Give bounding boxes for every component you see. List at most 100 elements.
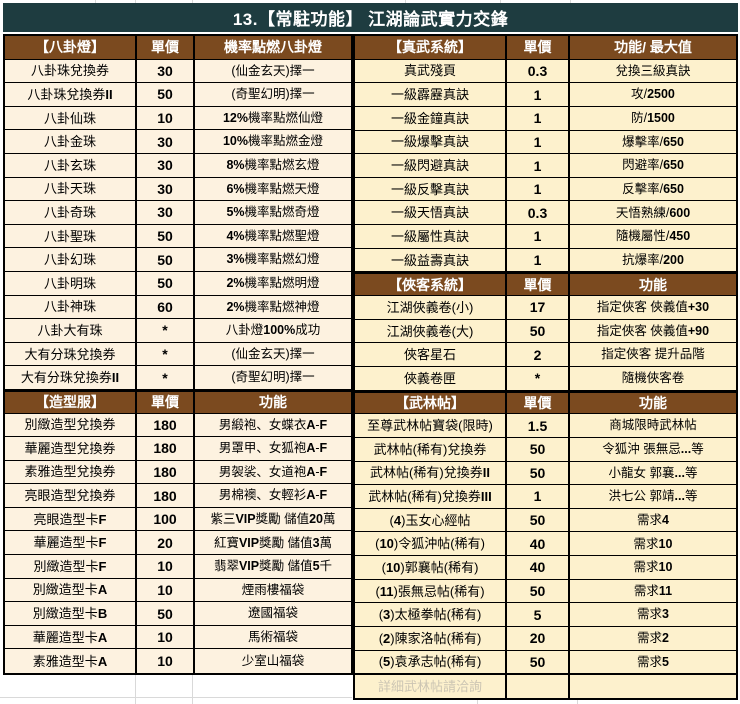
unit-price-cell[interactable]: 10 bbox=[137, 578, 195, 602]
unit-price-cell[interactable]: 10 bbox=[137, 555, 195, 578]
item-name-cell[interactable]: 武林帖(稀有)兌換券 III bbox=[355, 485, 507, 508]
unit-price-cell[interactable]: 10 bbox=[137, 106, 195, 130]
function-cell[interactable]: 指定俠客 俠義值 +30 bbox=[596, 300, 710, 315]
item-name-cell[interactable]: 別緻造型卡 B bbox=[5, 602, 137, 625]
unit-price-cell[interactable]: * bbox=[137, 342, 195, 366]
item-name-cell[interactable]: 八卦大有珠 bbox=[5, 319, 137, 342]
unit-price-cell[interactable]: 30 bbox=[137, 153, 195, 177]
function-cell[interactable]: 指定俠客 俠義值 +90 bbox=[596, 323, 710, 338]
unit-price-cell[interactable]: 10 bbox=[137, 649, 195, 674]
function-cell[interactable]: 遼國福袋 bbox=[247, 606, 298, 621]
unit-price-cell[interactable]: 50 bbox=[137, 224, 195, 248]
function-cell[interactable]: (仙金玄天)擇一 bbox=[231, 346, 315, 361]
function-cell[interactable]: 男緞袍、女蝶衣 A-F bbox=[218, 417, 328, 432]
unit-price-cell[interactable]: 1 bbox=[507, 225, 570, 248]
unit-price-cell[interactable]: 30 bbox=[137, 177, 195, 201]
function-cell[interactable]: 5% 機率點燃奇燈 bbox=[226, 205, 320, 220]
function-cell[interactable]: 抗爆率/ 200 bbox=[622, 252, 684, 267]
function-cell[interactable]: 煙雨樓福袋 bbox=[241, 582, 305, 597]
function-cell[interactable]: 隨機俠客卷 bbox=[621, 371, 685, 386]
item-name-cell[interactable]: 華麗造型卡 A bbox=[5, 625, 137, 649]
item-name-cell[interactable]: 一級霹靂真訣 bbox=[355, 83, 507, 106]
function-cell[interactable]: 指定俠客 提升品階 bbox=[601, 347, 705, 362]
unit-price-cell[interactable]: 50 bbox=[507, 461, 570, 485]
function-cell[interactable]: 12% 機率點燃仙燈 bbox=[222, 110, 324, 125]
unit-price-cell[interactable]: 180 bbox=[137, 413, 195, 437]
item-name-cell[interactable]: 武林帖(稀有)兌換券 II bbox=[355, 461, 507, 485]
item-name-cell[interactable]: 大有分珠兌換券 II bbox=[5, 366, 137, 389]
unit-price-cell[interactable]: 30 bbox=[137, 130, 195, 153]
function-cell[interactable]: 需求 10 bbox=[633, 560, 673, 575]
item-name-cell[interactable]: 一級閃避真訣 bbox=[355, 154, 507, 177]
item-name-cell[interactable]: 一級天悟真訣 bbox=[355, 201, 507, 225]
item-name-cell[interactable]: 江湖俠義卷(大) bbox=[355, 319, 507, 343]
unit-price-cell[interactable]: 0.3 bbox=[507, 201, 570, 225]
function-cell[interactable]: 隨機屬性/ 450 bbox=[615, 229, 691, 244]
item-name-cell[interactable]: 詳細武林帖請洽詢 bbox=[355, 675, 507, 698]
item-name-cell[interactable]: 華麗造型卡 F bbox=[5, 531, 137, 555]
function-cell[interactable]: 天悟熟練/ 600 bbox=[615, 205, 691, 220]
item-name-cell[interactable]: (10)郭襄帖(稀有) bbox=[355, 556, 507, 579]
function-cell[interactable]: (仙金玄天)擇一 bbox=[231, 63, 315, 78]
unit-price-cell[interactable]: 50 bbox=[137, 248, 195, 271]
item-name-cell[interactable]: 八卦聖珠 bbox=[5, 224, 137, 248]
unit-price-cell[interactable]: 50 bbox=[507, 319, 570, 343]
unit-price-cell[interactable]: * bbox=[507, 366, 570, 390]
item-name-cell[interactable]: 一級金鐘真訣 bbox=[355, 106, 507, 130]
item-name-cell[interactable]: 俠義卷匣 bbox=[355, 366, 507, 390]
item-name-cell[interactable]: (10)令狐沖帖(稀有) bbox=[355, 532, 507, 556]
function-cell[interactable]: (奇聖幻明)擇一 bbox=[231, 370, 315, 385]
item-name-cell[interactable]: 華麗造型兌換券 bbox=[5, 437, 137, 460]
item-name-cell[interactable]: 八卦幻珠 bbox=[5, 248, 137, 271]
unit-price-cell[interactable]: 60 bbox=[137, 295, 195, 319]
function-cell[interactable]: 需求 2 bbox=[637, 631, 669, 646]
function-cell[interactable]: 八卦燈 100% 成功 bbox=[225, 323, 321, 338]
item-name-cell[interactable]: 【真武系統】 bbox=[355, 36, 507, 59]
item-name-cell[interactable]: (11)張無忌帖(稀有) bbox=[355, 579, 507, 603]
item-name-cell[interactable]: 【八卦燈】 bbox=[5, 36, 137, 59]
unit-price-cell[interactable]: 50 bbox=[507, 508, 570, 532]
function-cell[interactable]: 功能 bbox=[639, 394, 667, 411]
function-cell[interactable]: 男袈裟、女道袍 A-F bbox=[218, 464, 328, 479]
unit-price-cell[interactable]: 10 bbox=[137, 625, 195, 649]
unit-price-cell[interactable]: 180 bbox=[137, 484, 195, 507]
function-cell[interactable]: 令狐沖 張無忌... 等 bbox=[602, 441, 704, 456]
unit-price-cell[interactable]: 17 bbox=[507, 296, 570, 319]
unit-price-cell[interactable]: 180 bbox=[137, 437, 195, 460]
item-name-cell[interactable]: 八卦奇珠 bbox=[5, 201, 137, 224]
item-name-cell[interactable]: 八卦神珠 bbox=[5, 295, 137, 319]
unit-price-cell[interactable] bbox=[507, 675, 570, 698]
item-name-cell[interactable]: 一級益壽真訣 bbox=[355, 248, 507, 272]
item-name-cell[interactable]: 八卦珠兌換券 II bbox=[5, 83, 137, 106]
item-name-cell[interactable]: 【武林帖】 bbox=[355, 392, 507, 414]
item-name-cell[interactable]: 八卦天珠 bbox=[5, 177, 137, 201]
item-name-cell[interactable]: (5)袁承志帖(稀有) bbox=[355, 650, 507, 674]
unit-price-cell[interactable]: 30 bbox=[137, 201, 195, 224]
unit-price-cell[interactable]: 50 bbox=[137, 602, 195, 625]
function-cell[interactable]: 商城限時武林帖 bbox=[609, 418, 697, 433]
item-name-cell[interactable]: 一級爆擊真訣 bbox=[355, 130, 507, 154]
unit-price-cell[interactable]: 30 bbox=[137, 59, 195, 83]
unit-price-cell[interactable]: 50 bbox=[507, 579, 570, 603]
function-cell[interactable]: 機率點燃八卦燈 bbox=[224, 39, 322, 56]
item-name-cell[interactable]: 八卦金珠 bbox=[5, 130, 137, 153]
unit-price-cell[interactable]: 1 bbox=[507, 130, 570, 154]
unit-price-cell[interactable]: 20 bbox=[137, 531, 195, 555]
function-cell[interactable]: 8% 機率點燃玄燈 bbox=[226, 158, 320, 173]
unit-price-cell[interactable]: 單價 bbox=[137, 391, 195, 413]
item-name-cell[interactable]: 真武殘頁 bbox=[355, 59, 507, 83]
unit-price-cell[interactable]: 50 bbox=[507, 437, 570, 461]
function-cell[interactable]: 2% 機率點燃明燈 bbox=[226, 275, 320, 290]
unit-price-cell[interactable]: 1 bbox=[507, 177, 570, 201]
function-cell[interactable]: 攻/ 2500 bbox=[631, 87, 675, 102]
function-cell[interactable]: 少室山福袋 bbox=[241, 653, 305, 668]
unit-price-cell[interactable]: * bbox=[137, 366, 195, 389]
item-name-cell[interactable]: 江湖俠義卷(小) bbox=[355, 296, 507, 319]
unit-price-cell[interactable]: 20 bbox=[507, 627, 570, 650]
unit-price-cell[interactable]: 180 bbox=[137, 460, 195, 484]
function-cell[interactable]: 閃避率/ 650 bbox=[622, 158, 684, 173]
function-cell[interactable]: 需求 10 bbox=[633, 536, 673, 551]
unit-price-cell[interactable]: 單價 bbox=[137, 36, 195, 59]
unit-price-cell[interactable]: 1 bbox=[507, 248, 570, 272]
item-name-cell[interactable]: 大有分珠兌換券 bbox=[5, 342, 137, 366]
